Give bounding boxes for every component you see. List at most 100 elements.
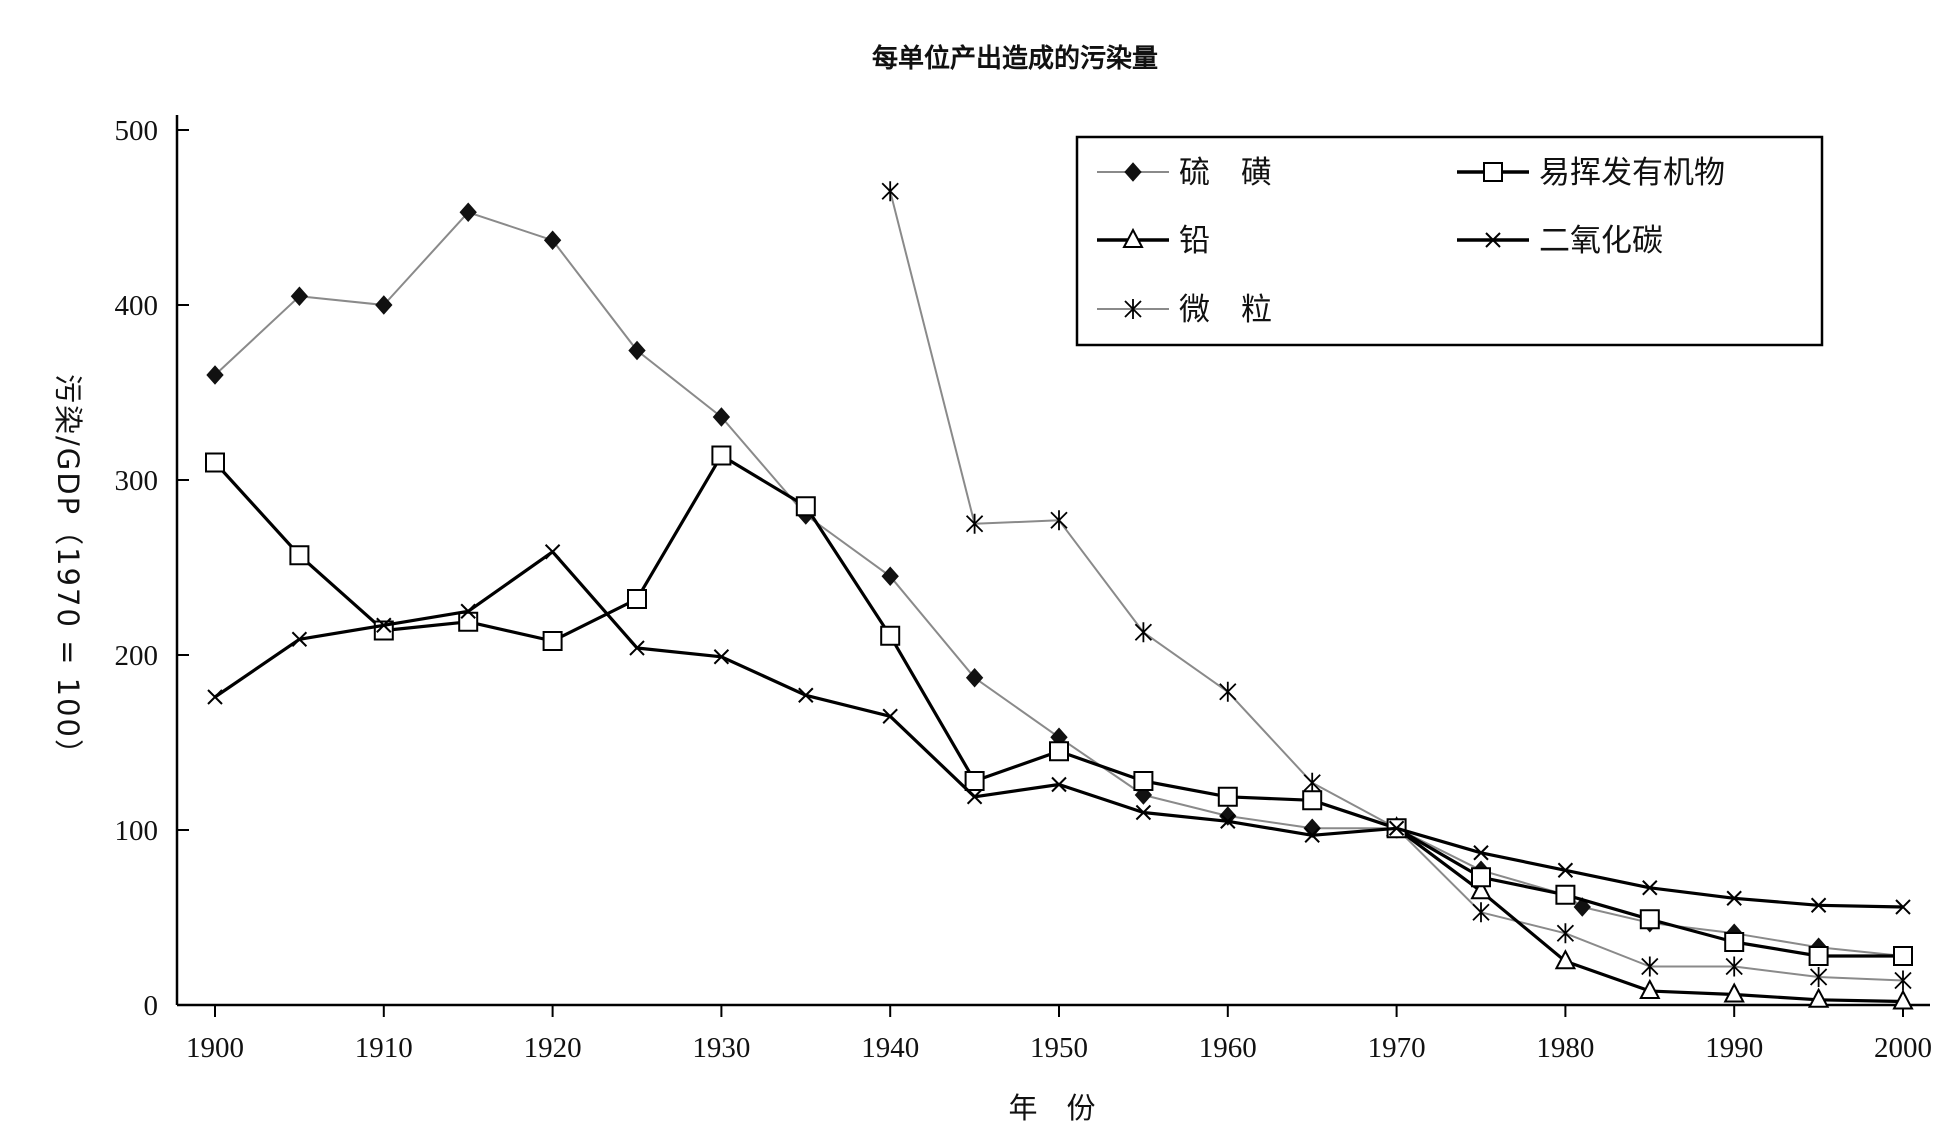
legend-marker <box>1122 227 1144 248</box>
data-point <box>1724 932 1745 952</box>
data-point <box>713 649 730 665</box>
data-point <box>290 286 309 307</box>
data-point <box>795 496 816 517</box>
data-point <box>1135 804 1152 821</box>
x-tick-label: 1950 <box>1030 1032 1088 1064</box>
data-point <box>711 445 732 466</box>
data-point <box>375 295 393 315</box>
data-point <box>289 545 310 566</box>
data-point <box>1639 909 1660 930</box>
data-point <box>542 631 563 651</box>
data-point <box>628 340 646 361</box>
legend-marker <box>1124 299 1142 319</box>
data-point <box>1555 884 1576 905</box>
data-point <box>1388 820 1405 836</box>
data-point <box>1895 899 1911 915</box>
data-point <box>291 631 308 647</box>
x-tick-label: 1970 <box>1368 1032 1426 1064</box>
data-point <box>1471 867 1491 888</box>
legend-marker <box>1124 162 1142 182</box>
data-point <box>1892 989 1914 1010</box>
y-tick-label: 300 <box>115 465 159 497</box>
data-point <box>1723 982 1745 1003</box>
data-point <box>1133 771 1154 791</box>
series-line <box>213 453 1903 958</box>
legend-label: 铅 <box>1179 223 1210 259</box>
ticks: 1900 1910 1920 1930 1940 1950 1960 1970 1980 1990… <box>115 115 1933 1064</box>
legend-item-4: 微 粒 <box>1097 292 1272 328</box>
data-point <box>1641 956 1659 977</box>
data-point <box>629 640 645 656</box>
data-point <box>965 667 984 688</box>
legend-item-0: 硫 磺 <box>1097 155 1272 191</box>
x-tick-label: 1990 <box>1705 1032 1763 1064</box>
data-point <box>1304 827 1320 843</box>
x-axis-label: 年 份 <box>1008 1091 1095 1125</box>
legend-item-1: 易挥发有机物 <box>1457 155 1725 191</box>
legend-label: 微 粒 <box>1179 292 1272 328</box>
x-tick-label: 1930 <box>692 1032 750 1064</box>
x-tick-label: 1980 <box>1536 1032 1594 1064</box>
legend-marker <box>1483 162 1503 182</box>
chart-title: 每单位产出造成的污染量 <box>872 43 1158 74</box>
data-point <box>1051 776 1067 793</box>
x-tick-label: 2000 <box>1874 1032 1932 1064</box>
legend-label: 硫 磺 <box>1179 155 1272 191</box>
series-3 <box>207 544 1911 915</box>
data-point <box>966 789 983 805</box>
legend-box <box>1075 135 1824 347</box>
data-point <box>206 365 224 385</box>
data-point <box>376 617 392 633</box>
y-tick-label: 100 <box>115 815 159 847</box>
data-point <box>1807 987 1830 1008</box>
legend-item-2: 铅 <box>1097 223 1210 259</box>
data-point <box>1473 845 1489 861</box>
data-point <box>627 589 647 609</box>
data-point <box>1303 772 1321 793</box>
legend-item-3: 二氧化碳 <box>1457 223 1663 259</box>
data-point <box>1554 949 1577 970</box>
data-point <box>459 202 477 223</box>
y-axis-label-group: 污染/GDP（1970 = 100） <box>51 374 85 770</box>
axes <box>175 115 1930 1007</box>
legend-label: 易挥发有机物 <box>1539 155 1725 191</box>
legend-marker <box>1485 232 1501 248</box>
y-tick-label: 200 <box>115 640 159 672</box>
plot-area <box>205 181 1914 1010</box>
data-point <box>1642 880 1658 896</box>
data-point <box>712 407 731 427</box>
y-tick-label: 0 <box>144 990 159 1022</box>
data-point <box>1134 622 1153 643</box>
y-tick-label: 400 <box>115 290 159 322</box>
data-point <box>544 544 561 560</box>
data-point <box>1219 681 1237 702</box>
data-point <box>881 566 899 587</box>
data-point <box>1893 946 1913 966</box>
data-point <box>458 611 479 632</box>
data-point <box>1470 879 1492 900</box>
data-point <box>880 625 901 646</box>
data-point <box>1220 813 1236 829</box>
data-point <box>798 687 814 703</box>
data-point <box>965 513 984 534</box>
data-point <box>964 771 985 791</box>
x-tick-label: 1900 <box>186 1032 244 1064</box>
x-tick-label: 1960 <box>1199 1032 1257 1064</box>
x-tick-label: 1920 <box>524 1032 582 1064</box>
data-point <box>1726 890 1742 906</box>
series-1 <box>205 445 1913 966</box>
data-point <box>881 181 899 202</box>
data-point <box>1809 967 1828 987</box>
data-point <box>1050 510 1068 531</box>
data-point <box>460 603 476 619</box>
data-point <box>1639 978 1661 999</box>
data-point <box>205 452 225 473</box>
data-point <box>1725 956 1743 977</box>
x-tick-label: 1910 <box>355 1032 413 1064</box>
data-point <box>1217 786 1238 807</box>
data-point <box>882 708 898 724</box>
data-point <box>1303 818 1321 839</box>
